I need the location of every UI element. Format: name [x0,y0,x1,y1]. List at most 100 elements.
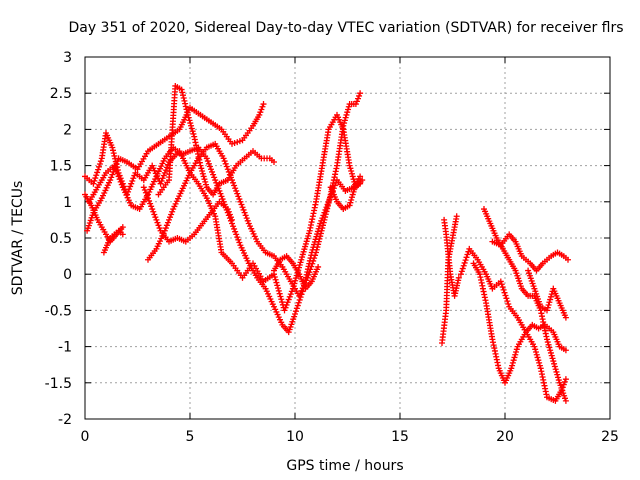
data-point [552,366,559,373]
data-point [163,222,170,229]
data-point [461,259,468,266]
data-point [275,285,282,292]
data-point [107,177,114,184]
data-point [232,228,239,235]
data-point [226,211,233,218]
data-point [340,122,347,129]
data-point [324,202,331,209]
data-point [286,293,293,300]
data-point [239,204,246,211]
data-point [142,189,149,196]
data-point [110,168,117,175]
data-point [317,230,324,237]
data-point [108,174,115,181]
data-layer [82,82,571,404]
data-point [119,231,126,238]
data-point [324,205,331,212]
chart-title: Day 351 of 2020, Sidereal Day-to-day VTE… [68,20,623,36]
data-point [178,86,185,93]
data-point [200,173,207,180]
data-point [314,244,321,251]
y-axis-label: SDTVAR / TECUs [10,181,26,296]
data-point [206,163,213,170]
data-point [240,206,247,213]
data-point [349,191,356,198]
data-point [179,89,186,96]
data-point [209,168,216,175]
data-point [325,200,332,207]
data-point [149,206,156,213]
data-point [513,349,520,356]
data-point [560,381,567,388]
data-point [202,178,209,185]
data-point [95,166,102,173]
data-point [277,293,284,300]
data-point [238,201,245,208]
data-point [357,173,364,180]
data-point [352,183,359,190]
data-point [320,219,327,226]
data-point [512,351,519,358]
data-point [348,168,355,175]
data-point [208,166,214,173]
data-point [221,158,228,165]
data-point [310,257,317,264]
data-point [553,368,560,375]
data-point [169,208,176,215]
data-point [156,225,163,232]
data-point [276,290,283,297]
data-point [313,249,319,256]
data-point [224,206,231,213]
data-point [131,172,138,179]
data-point [183,106,190,113]
data-point [97,158,104,165]
data-point [535,357,542,364]
data-point [109,171,116,178]
data-point [111,152,118,159]
data-point [230,179,237,186]
data-point [189,128,196,135]
data-point [235,193,242,200]
data-point [350,176,357,183]
data-point [547,347,554,354]
data-point [342,114,349,121]
data-point [305,272,312,279]
data-point [110,150,117,157]
data-point [219,196,226,203]
data-point [555,377,562,384]
plot-frame [84,56,611,420]
data-point [341,120,348,127]
data-point [129,177,136,184]
data-point [352,101,359,108]
data-point [453,213,460,220]
data-point [350,188,357,195]
data-point [168,211,175,218]
data-point [244,217,251,224]
data-point [167,214,174,221]
data-point [562,314,569,321]
data-point [347,199,354,206]
data-point [546,344,553,351]
data-point [547,293,554,300]
data-point [555,374,562,381]
data-point [281,307,288,314]
data-point [150,208,157,215]
data-point [532,349,539,356]
data-point [348,194,355,201]
data-point [182,100,189,107]
data-point [185,114,192,121]
data-point [309,260,316,267]
data-point [308,263,315,270]
data-point [347,165,354,172]
data-point [307,266,314,273]
data-point [273,279,280,286]
data-point [323,208,330,215]
data-point [188,125,195,132]
x-tick-label: 0 [81,429,90,445]
data-point [548,352,555,359]
data-point [203,181,210,188]
data-point [116,176,123,183]
x-axis-label: GPS time / hours [286,458,403,474]
data-point [190,130,197,137]
data-point [241,209,248,216]
